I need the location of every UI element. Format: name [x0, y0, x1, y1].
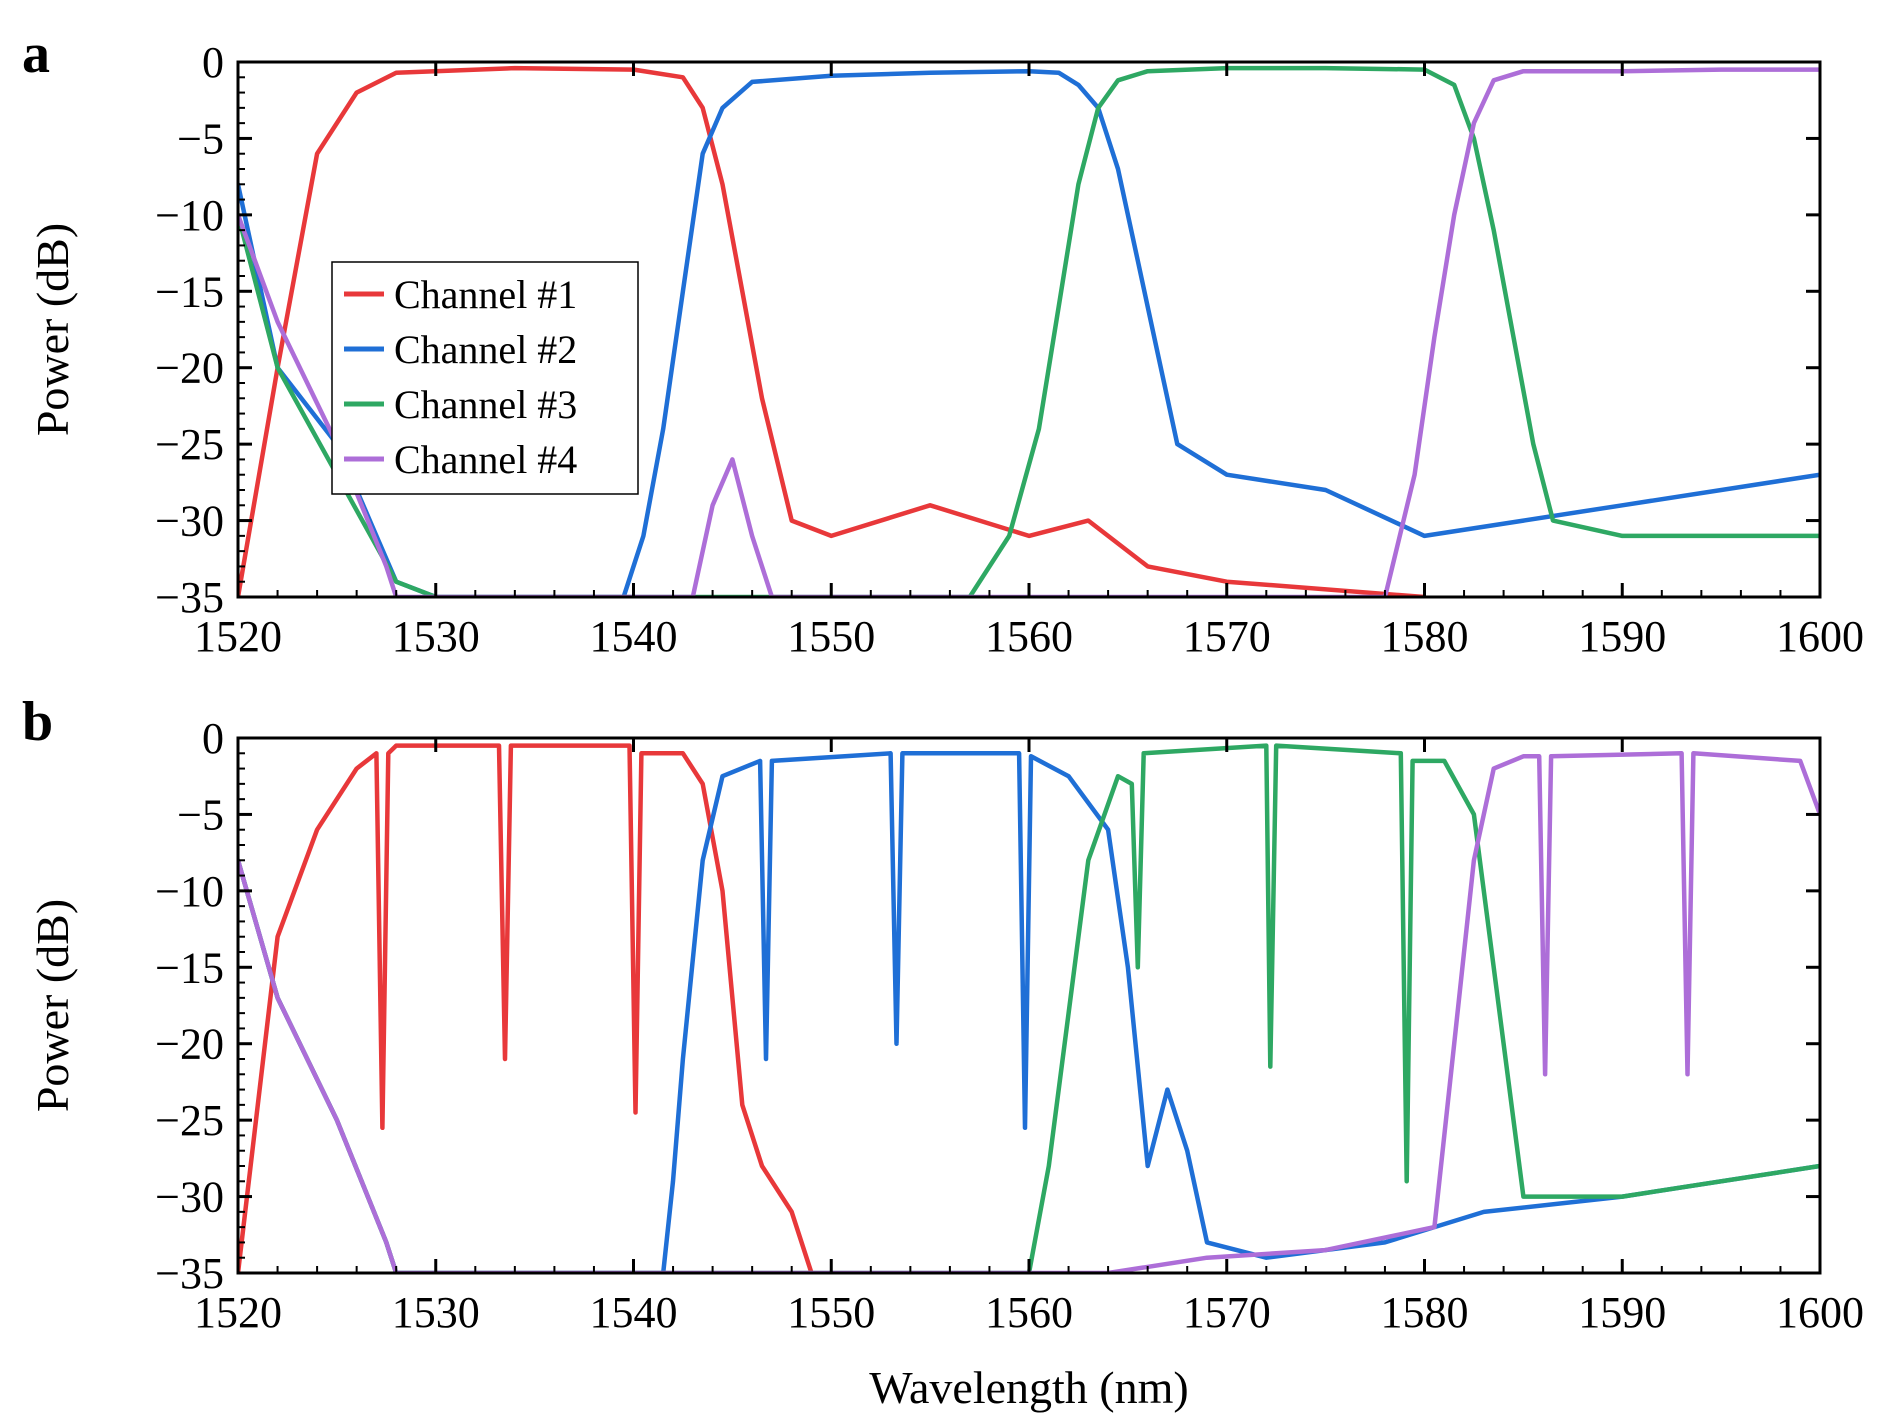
x-tick-label: 1520 [194, 1288, 282, 1337]
legend-label: Channel #2 [394, 327, 577, 372]
legend-label: Channel #1 [394, 272, 577, 317]
y-tick-label: −10 [155, 867, 224, 916]
x-tick-label: 1560 [985, 1288, 1073, 1337]
series-line-channel-3 [238, 743, 1820, 1273]
y-tick-label: −35 [155, 573, 224, 622]
x-tick-label: 1580 [1381, 612, 1469, 661]
y-tick-label: −10 [155, 191, 224, 240]
y-axis-title: Power (dB) [27, 899, 78, 1112]
plot-area [238, 743, 1820, 1273]
series-line-channel-4 [238, 67, 1820, 597]
series-line-channel-4 [238, 751, 1820, 1273]
y-tick-label: −25 [155, 420, 224, 469]
panel-a: 1520 1530 1540 1550 1560 1570 1580 1590 1600 0 −5 −… [22, 23, 1864, 661]
x-tick-label: 1580 [1381, 1288, 1469, 1337]
legend-label: Channel #3 [394, 382, 577, 427]
panel-b: 1520 1530 1540 1550 1560 1570 1580 1590 1600 0 −5 −… [22, 691, 1864, 1413]
series-line-channel-3 [238, 65, 1820, 597]
y-axis-title: Power (dB) [27, 223, 78, 436]
y-tick-label: −35 [155, 1249, 224, 1298]
x-tick-label: 1590 [1578, 612, 1666, 661]
y-tick-label: −15 [155, 267, 224, 316]
y-tick-label: −30 [155, 1173, 224, 1222]
x-tick-label: 1530 [392, 612, 480, 661]
y-tick-label: −5 [177, 790, 224, 839]
panel-letter: b [22, 691, 53, 753]
x-tick-label: 1560 [985, 612, 1073, 661]
series-line-channel-2 [238, 751, 1820, 1273]
y-tick-label: 0 [202, 38, 224, 87]
legend-box [331, 261, 639, 495]
legend: Channel #1 Channel #2 Channel #3 Channel #4 [331, 261, 639, 495]
x-tick-label: 1530 [392, 1288, 480, 1337]
series-line-channel-2 [238, 68, 1820, 597]
series-line-channel-1 [238, 65, 1427, 597]
series-line-channel-1 [238, 743, 814, 1273]
y-tick-label: −5 [177, 114, 224, 163]
y-tick-label: −20 [155, 1020, 224, 1069]
x-tick-label: 1540 [590, 612, 678, 661]
y-tick-label: −25 [155, 1096, 224, 1145]
x-tick-label: 1570 [1183, 1288, 1271, 1337]
x-tick-label: 1600 [1776, 612, 1864, 661]
plot-area [238, 65, 1820, 597]
x-tick-label: 1590 [1578, 1288, 1666, 1337]
y-tick-label: 0 [202, 714, 224, 763]
x-tick-label: 1550 [787, 612, 875, 661]
x-axis-title: Wavelength (nm) [869, 1362, 1188, 1413]
panel-letter: a [22, 23, 50, 85]
x-tick-label: 1540 [590, 1288, 678, 1337]
x-tick-label: 1520 [194, 612, 282, 661]
y-tick-label: −20 [155, 344, 224, 393]
x-tick-label: 1600 [1776, 1288, 1864, 1337]
y-tick-label: −15 [155, 943, 224, 992]
legend-label: Channel #4 [394, 437, 577, 482]
x-tick-label: 1570 [1183, 612, 1271, 661]
x-tick-label: 1550 [787, 1288, 875, 1337]
y-tick-label: −30 [155, 497, 224, 546]
